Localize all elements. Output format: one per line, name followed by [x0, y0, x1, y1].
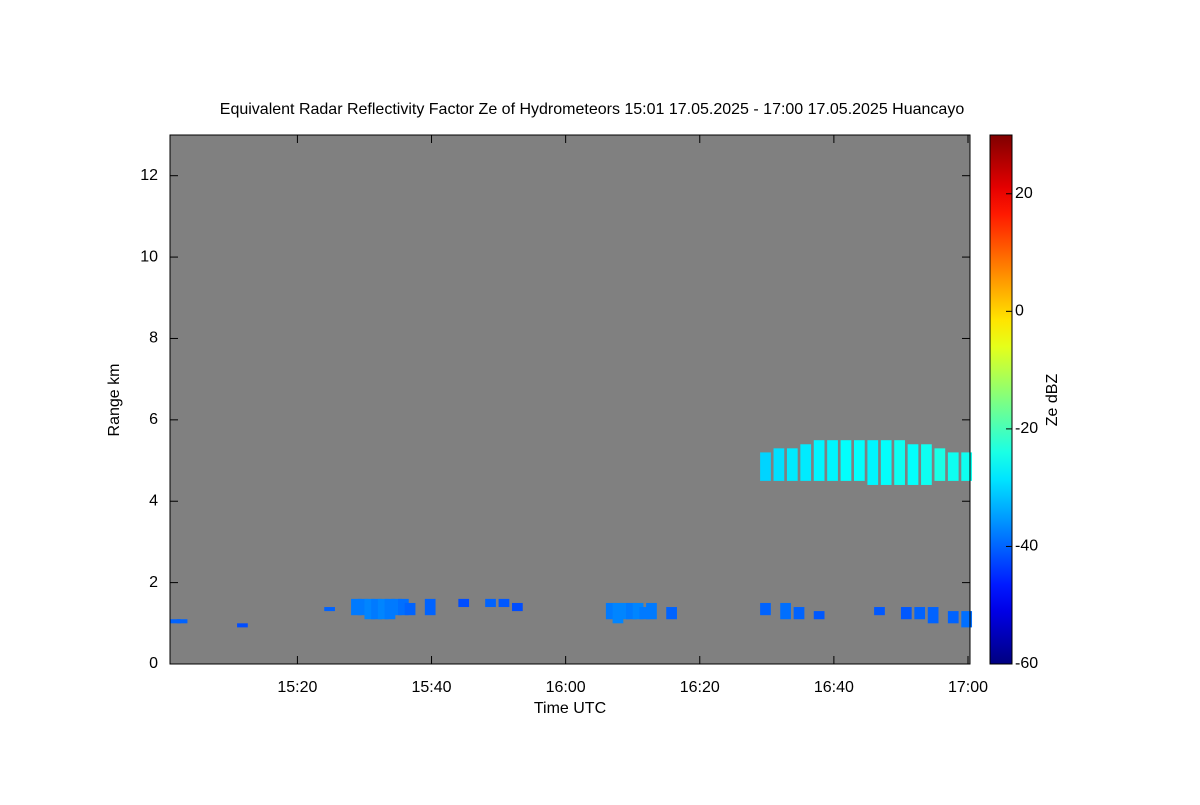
echo-cell — [237, 623, 248, 628]
colorbar-tick-label: -60 — [1015, 655, 1038, 672]
echo-cell — [780, 602, 791, 620]
echo-cell — [786, 448, 798, 481]
x-tick-label: 16:00 — [546, 679, 586, 696]
colorbar-tick-label: -20 — [1015, 420, 1038, 437]
echo-cell — [424, 598, 436, 616]
y-tick-label: 10 — [140, 248, 158, 265]
echo-cell — [773, 448, 785, 481]
echo-cell — [874, 607, 885, 616]
x-tick-label: 16:40 — [814, 679, 854, 696]
echo-cell — [800, 444, 812, 481]
echo-cell — [840, 440, 852, 481]
echo-cell — [170, 619, 181, 624]
echo-cell — [324, 607, 335, 612]
echo-cell — [364, 598, 376, 620]
echo-cell — [927, 607, 939, 624]
echo-cell — [793, 607, 805, 620]
y-tick-label: 0 — [149, 655, 158, 672]
echo-cell — [760, 452, 771, 481]
x-tick-label: 15:40 — [412, 679, 452, 696]
echo-cell — [894, 440, 905, 485]
plot-frame — [169, 134, 971, 665]
echo-cell — [351, 598, 362, 616]
y-tick-label: 2 — [149, 574, 158, 591]
y-axis-label: Range km — [106, 364, 123, 437]
colorbar-tick-label: 0 — [1015, 303, 1024, 320]
echo-cell — [666, 607, 677, 620]
echo-cell — [907, 444, 919, 485]
x-tick-label: 16:20 — [680, 679, 720, 696]
echo-cell — [398, 598, 409, 616]
x-tick-label: 17:00 — [948, 679, 988, 696]
echo-cell — [377, 598, 389, 620]
colorbar-tick-label: -40 — [1015, 538, 1038, 555]
colorbar-label: Ze dBZ — [1044, 374, 1061, 427]
echo-cell — [646, 602, 657, 620]
x-axis-label: Time UTC — [534, 700, 606, 717]
echo-cell — [867, 440, 879, 485]
echo-cell — [854, 440, 865, 481]
echo-cell — [404, 602, 416, 616]
echo-cell — [612, 602, 624, 624]
echo-cell — [947, 452, 959, 481]
echo-cell — [357, 598, 369, 616]
echo-cell — [176, 619, 188, 624]
y-tick-label: 6 — [149, 411, 158, 428]
echo-cell — [619, 602, 631, 620]
echo-cell — [391, 598, 403, 616]
echo-cell — [498, 598, 510, 608]
echo-cell — [371, 598, 382, 620]
y-tick-label: 12 — [140, 167, 158, 184]
echo-cell — [961, 611, 973, 628]
echo-cell — [914, 607, 926, 620]
chart-title: Equivalent Radar Reflectivity Factor Ze … — [220, 101, 965, 118]
x-tick-label: 15:20 — [277, 679, 317, 696]
echo-cell — [934, 448, 946, 481]
echo-cell — [880, 440, 892, 485]
echo-cell — [512, 602, 523, 612]
echo-cell — [813, 440, 825, 481]
echo-cell — [605, 602, 617, 620]
echo-cell — [827, 440, 838, 481]
echo-cell — [632, 602, 644, 620]
echo-cell — [384, 598, 396, 620]
echo-cell — [485, 598, 496, 608]
echo-cell — [900, 607, 912, 620]
y-tick-label: 8 — [149, 330, 158, 347]
echo-cell — [813, 611, 825, 620]
echo-cell — [626, 602, 637, 620]
echo-cell — [760, 602, 771, 616]
plot-area — [170, 135, 970, 664]
y-tick-label: 4 — [149, 492, 158, 509]
echo-cell — [961, 452, 973, 481]
echo-cell — [921, 444, 932, 485]
echo-cell — [947, 611, 959, 624]
echo-cell — [639, 607, 651, 620]
echo-cell — [458, 598, 470, 608]
colorbar — [989, 134, 1013, 665]
colorbar-tick-label: 20 — [1015, 185, 1033, 202]
